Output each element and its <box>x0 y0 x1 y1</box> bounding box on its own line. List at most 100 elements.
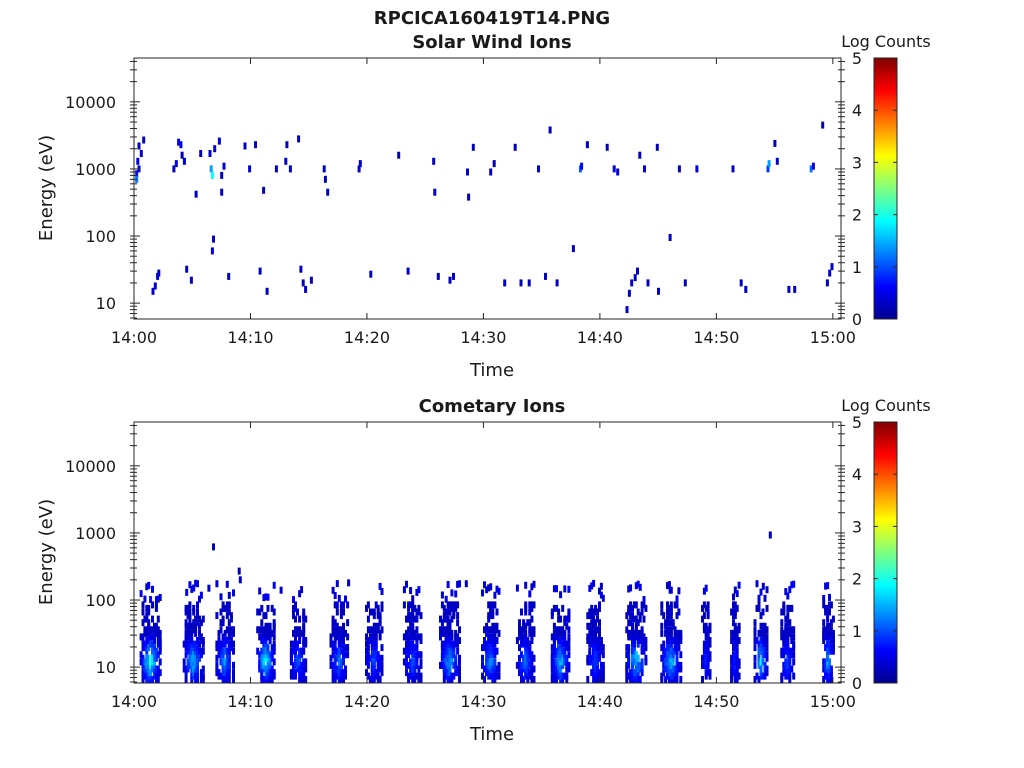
heatmap-cell <box>532 676 536 683</box>
heatmap-cell <box>157 269 161 277</box>
heatmap-cell <box>491 672 495 680</box>
heatmap-cell <box>141 619 145 627</box>
x-tick-label: 14:40 <box>577 328 623 347</box>
heatmap-cell <box>262 612 266 620</box>
heatmap-cell <box>268 669 272 677</box>
heatmap-cell <box>337 665 341 673</box>
heatmap-cell <box>188 654 192 662</box>
heatmap-cell <box>329 661 333 669</box>
heatmap-cell <box>596 658 599 666</box>
heatmap-cell <box>638 661 642 669</box>
heatmap-cell <box>706 612 710 620</box>
heatmap-cell <box>172 165 176 173</box>
heatmap-cell <box>182 640 186 648</box>
heatmap-cell <box>495 665 499 673</box>
heatmap-cell <box>266 644 270 652</box>
heatmap-cell <box>440 591 444 599</box>
heatmap-cell <box>643 165 646 173</box>
heatmap-cell <box>186 604 190 612</box>
heatmap-cell <box>586 637 590 644</box>
heatmap-cell <box>557 669 561 677</box>
colorbar-tick-label: 3 <box>852 153 862 172</box>
heatmap-cell <box>279 586 283 594</box>
heatmap-cell <box>380 665 384 673</box>
heatmap-cell <box>156 676 160 683</box>
heatmap-cell <box>141 608 145 616</box>
heatmap-cell <box>596 669 599 677</box>
heatmap-cell <box>229 626 233 634</box>
y-tick-label: 1000 <box>75 160 116 179</box>
heatmap-cell <box>298 676 302 683</box>
heatmap-cell <box>485 640 489 648</box>
heatmap-cell <box>304 676 308 683</box>
heatmap-cell <box>524 581 528 589</box>
heatmap-cell <box>730 629 734 637</box>
heatmap-cell <box>563 672 567 680</box>
heatmap-cell <box>294 615 297 623</box>
heatmap-cell <box>632 637 636 644</box>
heatmap-cell <box>766 165 770 173</box>
heatmap-cell <box>522 619 526 627</box>
heatmap-cell <box>598 637 601 644</box>
heatmap-cell <box>444 669 448 677</box>
heatmap-cell <box>552 629 556 637</box>
colorbar-tick-label: 4 <box>852 465 862 484</box>
heatmap-cell <box>444 640 448 648</box>
heatmap-cell <box>634 582 638 590</box>
heatmap-cell <box>790 633 794 641</box>
heatmap-cell <box>151 654 154 662</box>
heatmap-cell <box>644 658 648 666</box>
heatmap-cell <box>592 622 596 630</box>
heatmap-cell <box>782 647 786 655</box>
heatmap-cell <box>636 267 639 275</box>
heatmap-cell <box>634 665 638 673</box>
heatmap-cell <box>522 665 526 673</box>
heatmap-cell <box>708 651 712 659</box>
heatmap-cell <box>309 276 313 284</box>
heatmap-cell <box>151 640 154 648</box>
heatmap-cell <box>454 601 458 609</box>
heatmap-cell <box>137 142 141 150</box>
heatmap-cell <box>491 647 495 655</box>
heatmap-cell <box>270 669 274 677</box>
heatmap-cell <box>370 626 374 634</box>
heatmap-cell <box>409 665 413 673</box>
heatmap-cell <box>227 608 231 616</box>
heatmap-cell <box>586 622 590 630</box>
heatmap-cell <box>704 665 708 673</box>
heatmap-cell <box>201 665 205 673</box>
heatmap-cell <box>567 608 571 616</box>
heatmap-cell <box>292 629 295 637</box>
heatmap-cell <box>302 647 306 655</box>
heatmap-cell <box>559 654 563 662</box>
heatmap-cell <box>565 654 569 662</box>
heatmap-cell <box>380 654 384 662</box>
heatmap-cell <box>223 604 227 612</box>
heatmap-cell <box>411 669 415 677</box>
heatmap-cell <box>260 633 264 641</box>
heatmap-cell <box>669 640 673 648</box>
heatmap-cell <box>145 669 149 677</box>
heatmap-cell <box>761 582 765 590</box>
heatmap-cell <box>675 669 679 677</box>
heatmap-cell <box>563 637 567 644</box>
heatmap-cell <box>260 647 264 655</box>
heatmap-cell <box>487 654 491 662</box>
heatmap-cell <box>706 654 710 662</box>
heatmap-cell <box>188 619 192 627</box>
heatmap-cell <box>154 654 158 662</box>
y-tick-label: 10000 <box>65 457 116 476</box>
heatmap-cell <box>485 665 489 673</box>
heatmap-cell <box>262 186 266 194</box>
heatmap-cell <box>186 658 190 666</box>
heatmap-cell <box>442 612 446 620</box>
heatmap-cell <box>215 612 219 620</box>
heatmap-cell <box>497 672 501 680</box>
heatmap-cell <box>739 279 743 287</box>
heatmap-cell <box>662 640 666 648</box>
heatmap-cell <box>730 637 734 644</box>
heatmap-cell <box>636 640 640 648</box>
heatmap-cell <box>442 604 446 612</box>
heatmap-cell <box>268 658 272 666</box>
x-tick-label: 14:50 <box>693 692 739 711</box>
